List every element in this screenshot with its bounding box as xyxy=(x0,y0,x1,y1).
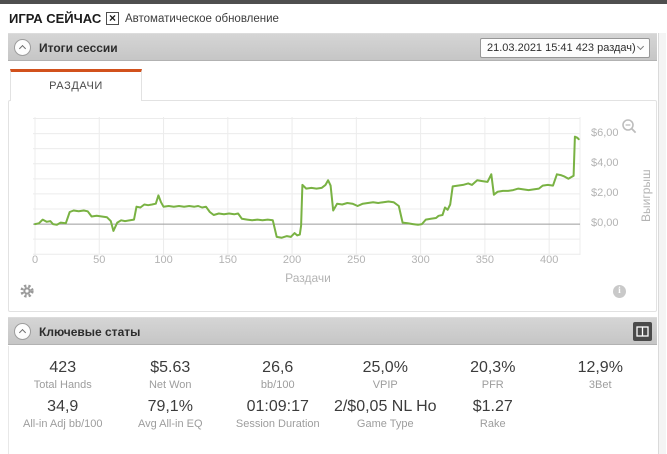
session-selector-value: 21.03.2021 15:41 423 раздач) xyxy=(487,42,636,54)
stat-label: Total Hands xyxy=(33,379,92,391)
stat-value: $1.27 xyxy=(472,398,513,415)
stat-label: Session Duration xyxy=(235,418,320,430)
x-tick-label: 50 xyxy=(93,254,106,266)
stats-row-1: 423 Total Hands $5.63 Net Won 26,6 bb/100 25,0… xyxy=(9,359,654,391)
key-stats-grid: 423 Total Hands $5.63 Net Won 26,6 bb/100 25,0… xyxy=(8,346,657,454)
x-axis-title: Раздачи xyxy=(285,271,331,285)
x-tick-label: 350 xyxy=(475,254,495,266)
stat-label: 3Bet xyxy=(588,379,612,391)
stat-cell-rake: $1.27 Rake xyxy=(439,398,547,430)
x-tick-label: 250 xyxy=(347,254,366,266)
stat-label: Rake xyxy=(479,418,506,430)
stat-value: 34,9 xyxy=(47,398,79,415)
stat-label: Game Type xyxy=(356,418,414,430)
x-tick-label: 200 xyxy=(282,254,302,266)
x-tick-label: 400 xyxy=(539,254,559,266)
stat-value: $5.63 xyxy=(150,359,191,376)
collapse-session-button[interactable] xyxy=(14,39,31,56)
stat-cell-net-won: $5.63 Net Won xyxy=(117,359,225,391)
stat-label: PFR xyxy=(481,379,504,391)
window-top-strip xyxy=(0,0,667,4)
stat-value: 2/$0,05 NL Ho xyxy=(333,398,437,415)
stat-value: 20,3% xyxy=(470,359,516,376)
checkbox-x-icon: × xyxy=(108,11,116,25)
tab-hands[interactable]: РАЗДАЧИ xyxy=(10,69,142,101)
stat-label: Net Won xyxy=(148,379,192,391)
stat-cell-game-type: 2/$0,05 NL Ho Game Type xyxy=(332,398,440,430)
stat-label: VPIP xyxy=(372,379,398,391)
y-tick-label: $2,00 xyxy=(591,186,619,199)
x-tick-label: 100 xyxy=(154,254,173,266)
y-axis-title: Выигрыш xyxy=(639,169,653,223)
winnings-chart-panel: $6,00 $4,00 $2,00 $0,00 0 50 100 150 200 250 300 3… xyxy=(8,100,657,312)
auto-update-checkbox[interactable]: × xyxy=(106,12,119,25)
vertical-scrollbar[interactable] xyxy=(658,33,666,454)
key-stats-header: Ключевые статы xyxy=(8,317,657,345)
stat-cell-session-duration: 01:09:17 Session Duration xyxy=(224,398,332,430)
stat-label: All-in Adj bb/100 xyxy=(23,418,103,430)
chevron-up-icon xyxy=(18,328,26,337)
stat-cell-all-in-adj-bb-100: 34,9 All-in Adj bb/100 xyxy=(9,398,117,430)
auto-update-label: Автоматическое обновление xyxy=(125,12,279,25)
tab-row: РАЗДАЧИ xyxy=(8,61,657,101)
y-tick-label: $0,00 xyxy=(591,217,619,230)
session-results-header: Итоги сессии 21.03.2021 15:41 423 раздач… xyxy=(8,33,657,61)
stat-value: 12,9% xyxy=(577,359,623,376)
stat-cell-avg-all-in-eq: 79,1% Avg All-in EQ xyxy=(117,398,225,430)
stat-value: 25,0% xyxy=(362,359,408,376)
page-title: ИГРА СЕЙЧАС xyxy=(9,11,102,26)
winnings-line-chart[interactable] xyxy=(33,117,583,255)
x-tick-label: 300 xyxy=(411,254,430,266)
chart-settings-gear-icon[interactable] xyxy=(19,283,35,299)
stat-value: 423 xyxy=(49,359,77,376)
layout-columns-button[interactable] xyxy=(633,322,652,341)
x-tick-label: 150 xyxy=(218,254,237,266)
stat-cell-3bet: 12,9% 3Bet xyxy=(547,359,655,391)
auto-update-control: × Автоматическое обновление xyxy=(106,12,279,25)
titlebar: ИГРА СЕЙЧАС × Автоматическое обновление xyxy=(0,4,667,33)
info-icon[interactable]: i xyxy=(613,285,626,298)
stat-label: bb/100 xyxy=(260,379,295,391)
stat-value: 26,6 xyxy=(262,359,294,376)
columns-icon xyxy=(636,326,649,337)
collapse-stats-button[interactable] xyxy=(14,323,31,340)
stat-label: Avg All-in EQ xyxy=(137,418,203,430)
chevron-up-icon xyxy=(18,44,26,53)
stat-cell-pfr: 20,3% PFR xyxy=(439,359,547,391)
stat-value: 79,1% xyxy=(147,398,193,415)
stat-cell-total-hands: 423 Total Hands xyxy=(9,359,117,391)
stats-row-2: 34,9 All-in Adj bb/100 79,1% Avg All-in EQ 0… xyxy=(9,398,654,430)
session-selector-dropdown[interactable]: 21.03.2021 15:41 423 раздач) xyxy=(480,38,650,58)
y-tick-label: $6,00 xyxy=(591,126,619,139)
y-tick-label: $4,00 xyxy=(591,156,619,169)
session-results-title: Итоги сессии xyxy=(39,41,118,55)
winnings-series-line xyxy=(34,135,580,239)
x-tick-label: 0 xyxy=(31,254,39,266)
stat-cell-vpip: 25,0% VPIP xyxy=(332,359,440,391)
zoom-icon[interactable] xyxy=(621,118,638,135)
stat-cell-bb-100: 26,6 bb/100 xyxy=(224,359,332,391)
tab-hands-label: РАЗДАЧИ xyxy=(49,80,103,92)
stat-value: 01:09:17 xyxy=(246,398,309,415)
chevron-down-icon xyxy=(636,42,645,51)
key-stats-title: Ключевые статы xyxy=(39,325,141,339)
